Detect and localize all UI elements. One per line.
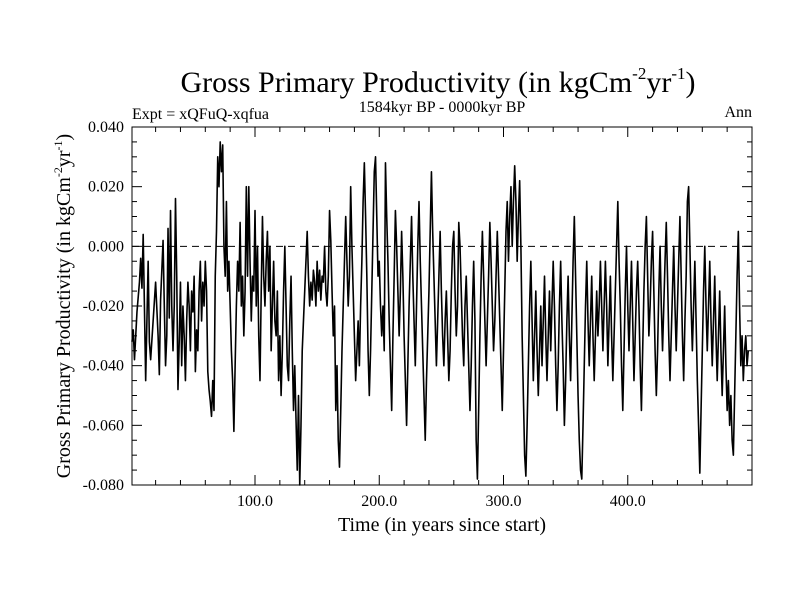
- x-axis-title: Time (in years since start): [338, 514, 546, 536]
- y-tick-label: 0.000: [88, 238, 124, 255]
- y-tick-label: 0.040: [88, 119, 124, 136]
- y-axis: -0.080 -0.060 -0.040 -0.020 0.000 0.020 0.040: [83, 119, 752, 494]
- x-tick-label: 400.0: [610, 493, 646, 510]
- y-tick-label: -0.060: [83, 417, 124, 434]
- y-tick-label: 0.020: [88, 179, 124, 196]
- x-tick-label: 300.0: [486, 493, 522, 510]
- time-range-label: 1584kyr BP - 0000kyr BP: [359, 99, 526, 116]
- chart-title: Gross Primary Productivity (in kgCm-2yr-…: [181, 64, 696, 99]
- y-tick-label: -0.040: [83, 358, 124, 375]
- experiment-label: Expt = xQFuQ-xqfua: [132, 106, 269, 123]
- y-axis-title: Gross Primary Productivity (in kgCm-2yr-…: [51, 134, 75, 478]
- y-tick-label: -0.080: [83, 477, 124, 494]
- x-tick-label: 200.0: [361, 493, 397, 510]
- x-tick-label: 100.0: [237, 493, 273, 510]
- y-tick-label: -0.020: [83, 298, 124, 315]
- gpp-series-line: [131, 141, 750, 486]
- x-axis: 100.0 200.0 300.0 400.0: [155, 127, 753, 510]
- season-label: Ann: [724, 104, 752, 121]
